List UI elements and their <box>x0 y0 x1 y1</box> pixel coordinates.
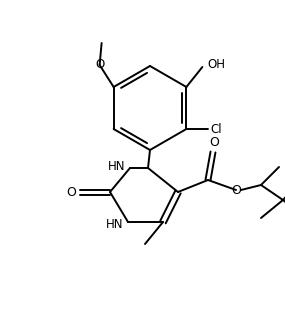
Text: O: O <box>231 184 241 197</box>
Text: HN: HN <box>105 217 123 230</box>
Text: O: O <box>66 185 76 198</box>
Text: Cl: Cl <box>210 122 222 135</box>
Text: OH: OH <box>207 59 225 72</box>
Text: O: O <box>209 136 219 149</box>
Text: HN: HN <box>107 159 125 172</box>
Text: O: O <box>95 59 104 72</box>
